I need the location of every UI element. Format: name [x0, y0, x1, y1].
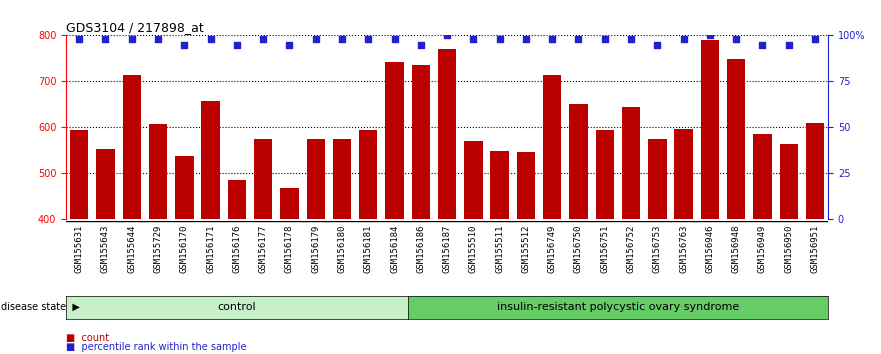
- Point: [151, 36, 165, 42]
- Text: GSM156171: GSM156171: [206, 225, 215, 273]
- Bar: [307, 139, 325, 219]
- Text: GSM156170: GSM156170: [180, 225, 189, 273]
- Point: [388, 36, 402, 42]
- Bar: [280, 188, 299, 219]
- Bar: [122, 75, 141, 219]
- Text: GSM155729: GSM155729: [153, 225, 163, 273]
- Bar: [700, 40, 719, 219]
- Bar: [254, 139, 272, 219]
- Bar: [202, 101, 219, 219]
- Point: [361, 36, 375, 42]
- Text: control: control: [218, 302, 256, 312]
- Point: [597, 36, 611, 42]
- Text: insulin-resistant polycystic ovary syndrome: insulin-resistant polycystic ovary syndr…: [497, 302, 739, 312]
- Point: [99, 36, 113, 42]
- Bar: [464, 141, 483, 219]
- Text: GSM156763: GSM156763: [679, 225, 688, 273]
- Bar: [411, 65, 430, 219]
- Bar: [491, 152, 509, 219]
- Text: GSM155631: GSM155631: [75, 225, 84, 273]
- Point: [624, 36, 638, 42]
- Bar: [806, 123, 825, 219]
- Bar: [438, 49, 456, 219]
- Text: GSM155511: GSM155511: [495, 225, 504, 273]
- Bar: [753, 134, 772, 219]
- Point: [781, 42, 796, 47]
- Bar: [149, 124, 167, 219]
- Text: GSM156946: GSM156946: [706, 225, 714, 273]
- Text: GDS3104 / 217898_at: GDS3104 / 217898_at: [66, 21, 204, 34]
- Point: [545, 36, 559, 42]
- Bar: [517, 152, 535, 219]
- Text: GSM156949: GSM156949: [758, 225, 767, 273]
- Point: [519, 36, 533, 42]
- Text: GSM156752: GSM156752: [626, 225, 635, 273]
- Text: GSM156179: GSM156179: [311, 225, 320, 273]
- Text: ■  percentile rank within the sample: ■ percentile rank within the sample: [66, 342, 247, 352]
- Point: [335, 36, 349, 42]
- Text: GSM156753: GSM156753: [653, 225, 662, 273]
- Text: GSM156176: GSM156176: [233, 225, 241, 273]
- Text: GSM156187: GSM156187: [442, 225, 452, 273]
- Bar: [227, 181, 246, 219]
- Point: [729, 36, 744, 42]
- Text: GSM156951: GSM156951: [811, 225, 819, 273]
- Text: GSM155512: GSM155512: [522, 225, 530, 273]
- Point: [230, 42, 244, 47]
- Bar: [675, 129, 692, 219]
- Point: [256, 36, 270, 42]
- Bar: [175, 156, 194, 219]
- Point: [308, 36, 322, 42]
- Text: GSM156186: GSM156186: [417, 225, 426, 273]
- Text: GSM156184: GSM156184: [390, 225, 399, 273]
- Point: [703, 33, 717, 38]
- Bar: [385, 62, 403, 219]
- Text: GSM155644: GSM155644: [127, 225, 137, 273]
- Text: GSM156178: GSM156178: [285, 225, 294, 273]
- Text: GSM156751: GSM156751: [600, 225, 610, 273]
- Bar: [648, 139, 667, 219]
- Bar: [333, 139, 352, 219]
- Point: [440, 33, 455, 38]
- Bar: [727, 59, 745, 219]
- Point: [466, 36, 480, 42]
- Bar: [359, 130, 377, 219]
- Point: [755, 42, 769, 47]
- Bar: [622, 107, 640, 219]
- Point: [808, 36, 822, 42]
- Point: [650, 42, 664, 47]
- Bar: [96, 149, 115, 219]
- Point: [572, 36, 586, 42]
- Text: GSM156180: GSM156180: [337, 225, 346, 273]
- Text: GSM156181: GSM156181: [364, 225, 373, 273]
- Text: GSM156950: GSM156950: [784, 225, 793, 273]
- Text: GSM155510: GSM155510: [469, 225, 478, 273]
- Point: [283, 42, 297, 47]
- Bar: [569, 103, 588, 219]
- Point: [204, 36, 218, 42]
- Text: GSM155643: GSM155643: [101, 225, 110, 273]
- Text: GSM156177: GSM156177: [259, 225, 268, 273]
- Bar: [596, 130, 614, 219]
- Text: GSM156749: GSM156749: [548, 225, 557, 273]
- Point: [72, 36, 86, 42]
- Point: [414, 42, 428, 47]
- Point: [125, 36, 139, 42]
- Bar: [70, 130, 88, 219]
- Bar: [543, 74, 561, 219]
- Text: ■  count: ■ count: [66, 333, 109, 343]
- Text: disease state  ▶: disease state ▶: [1, 302, 80, 312]
- Point: [177, 42, 191, 47]
- Point: [677, 36, 691, 42]
- Point: [492, 36, 507, 42]
- Bar: [780, 144, 798, 219]
- Text: GSM156948: GSM156948: [731, 225, 741, 273]
- Text: GSM156750: GSM156750: [574, 225, 583, 273]
